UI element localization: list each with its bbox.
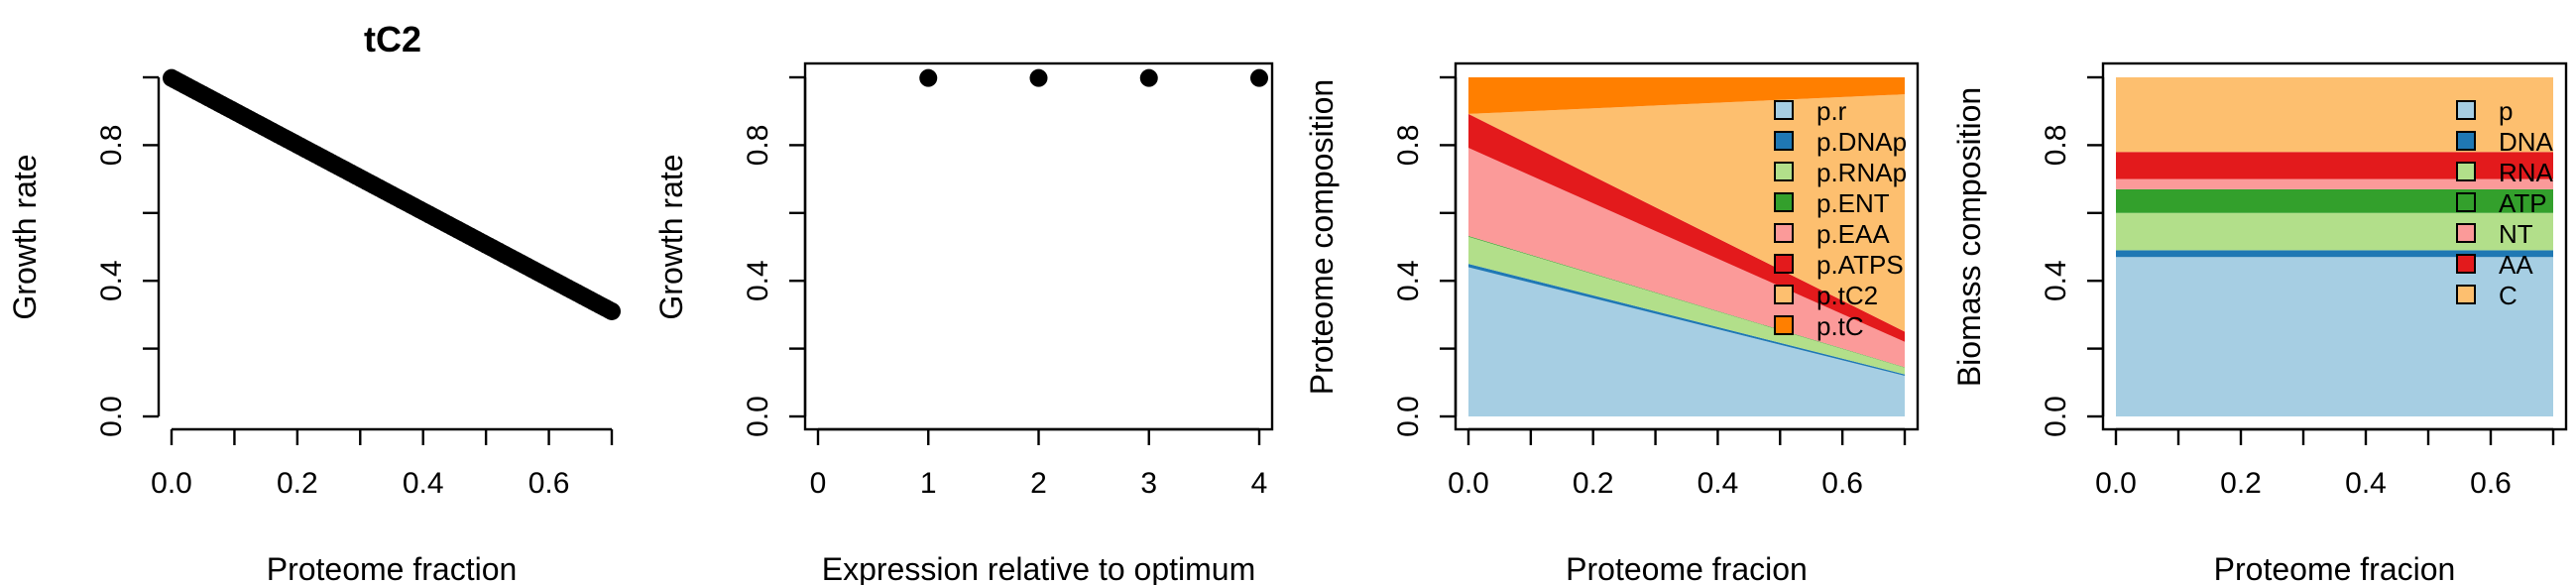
legend-swatch: [1774, 131, 1794, 151]
y-tick-label: 0.8: [1392, 125, 1425, 167]
x-axis-title: Proteome fracion: [2214, 551, 2456, 585]
chart-title: tC2: [364, 19, 421, 59]
legend-entry: p.EAA: [1816, 219, 1890, 249]
legend-entry: p.tC2: [1816, 281, 1878, 310]
area-band-atp: [2116, 188, 2553, 213]
x-axis-title: Proteome fraction: [267, 551, 518, 585]
area-band-p-atps: [1468, 113, 1905, 342]
x-axis-title: Proteome fracion: [1566, 551, 1808, 585]
legend-swatch: [1774, 223, 1794, 243]
legend-swatch: [1774, 285, 1794, 304]
legend-swatch: [2456, 192, 2476, 212]
x-tick-label: 0.4: [2345, 467, 2387, 500]
y-tick-label: 0.0: [1392, 396, 1425, 437]
x-tick-label: 0.6: [528, 467, 570, 500]
y-tick-label: 0.4: [742, 260, 774, 301]
legend-swatch: [1774, 162, 1794, 181]
panel-proteome-composition: 0.0 0.2 0.4 0.6 0.0 0.4 0.8 Proteome fracion Pro…: [1304, 61, 1920, 585]
panel-growth-vs-expression: 0 1 2 3 4 0.0 0.4 0.8 Expression relative to opt…: [653, 61, 1274, 585]
x-tick-label: 0.6: [2470, 467, 2512, 500]
area-band-nt: [2116, 178, 2553, 189]
y-axis-title: Growth rate: [653, 154, 689, 319]
y-tick-label: 0.4: [1392, 260, 1425, 301]
y-tick-label: 0.8: [742, 125, 774, 167]
panel-growth-vs-proteome-fraction: 0.0 0.2 0.4 0.6 0.0 0.4 0.8 Proteome fraction Gr…: [7, 19, 621, 585]
legend-entry: DNA: [2499, 127, 2554, 157]
legend-entry: p.RNAp: [1816, 158, 1907, 187]
y-tick-label: 0.8: [2040, 125, 2072, 167]
x-tick-label: 1: [920, 467, 937, 500]
area-band-p-tc2: [1468, 94, 1905, 332]
legend-swatch: [2456, 100, 2476, 120]
legend-swatch: [1774, 254, 1794, 274]
x-tick-label: 0.4: [403, 467, 444, 500]
y-tick-label: 0.0: [742, 396, 774, 437]
area-band-p-r: [1468, 267, 1905, 416]
y-axis-title: Growth rate: [7, 154, 43, 319]
x-tick-label: 3: [1140, 467, 1157, 500]
y-tick-label: 0.8: [95, 125, 128, 167]
area-band-p-ent: [1468, 236, 1905, 368]
x-tick-label: 0.0: [2095, 467, 2137, 500]
area-band-p-dnap: [1468, 264, 1905, 376]
legend-swatch: [2456, 223, 2476, 243]
legend-entry: RNA: [2499, 158, 2554, 187]
legend-swatch: [2456, 131, 2476, 151]
legend-entry: p.ENT: [1816, 188, 1890, 218]
x-tick-label: 0.4: [1698, 467, 1739, 500]
area-band-p-eaa: [1468, 148, 1905, 368]
legend-entry: NT: [2499, 219, 2533, 249]
x-tick-label: 0.2: [1573, 467, 1614, 500]
y-axis-title: Proteome composition: [1304, 79, 1340, 395]
data-point: [1029, 68, 1048, 87]
plot-box: [803, 61, 1274, 431]
data-point: [1139, 68, 1158, 87]
legend-entry: AA: [2499, 250, 2533, 280]
legend-swatch: [2456, 285, 2476, 304]
legend-swatch: [2456, 254, 2476, 274]
legend-swatch: [1774, 315, 1794, 335]
legend-entry: p.r: [1816, 96, 1847, 126]
legend-entry: C: [2499, 281, 2517, 310]
area-band-p-rnap: [1468, 236, 1905, 375]
x-tick-label: 2: [1030, 467, 1047, 500]
legend-entry: p.DNAp: [1816, 127, 1907, 157]
legend-swatch: [2456, 162, 2476, 181]
data-point: [919, 68, 938, 87]
x-tick-label: 0.2: [2220, 467, 2262, 500]
area-band-rna: [2116, 212, 2553, 251]
area-band-dna: [2116, 250, 2553, 258]
area-band-p: [2116, 257, 2553, 416]
y-tick-label: 0.0: [95, 396, 128, 437]
x-axis-title: Expression relative to optimum: [822, 551, 1256, 585]
legend-entry: p.ATPS: [1816, 250, 1904, 280]
x-tick-label: 0.6: [1821, 467, 1863, 500]
y-axis-title: Biomass composition: [1951, 87, 1987, 387]
legend-swatch: [1774, 100, 1794, 120]
legend-entry: p: [2499, 96, 2513, 126]
area-band-c: [2116, 77, 2553, 153]
y-tick-label: 0.0: [2040, 396, 2072, 437]
legend-swatch: [1774, 192, 1794, 212]
legend-entry: p.tC: [1816, 311, 1864, 341]
data-point: [1250, 68, 1268, 87]
x-tick-label: 4: [1251, 467, 1268, 500]
area-band-p-tc: [1468, 77, 1905, 114]
x-tick-label: 0.0: [1448, 467, 1489, 500]
y-tick-label: 0.4: [95, 260, 128, 301]
x-tick-label: 0.2: [277, 467, 318, 500]
data-point: [603, 301, 621, 320]
legend-entry: ATP: [2499, 188, 2547, 218]
x-tick-label: 0.0: [151, 467, 192, 500]
panel-biomass-composition: 0.0 0.2 0.4 0.6 0.0 0.4 0.8 Proteome fracion Bio…: [1951, 61, 2568, 585]
y-tick-label: 0.4: [2040, 260, 2072, 301]
x-tick-label: 0: [810, 467, 827, 500]
area-band-aa: [2116, 152, 2553, 179]
